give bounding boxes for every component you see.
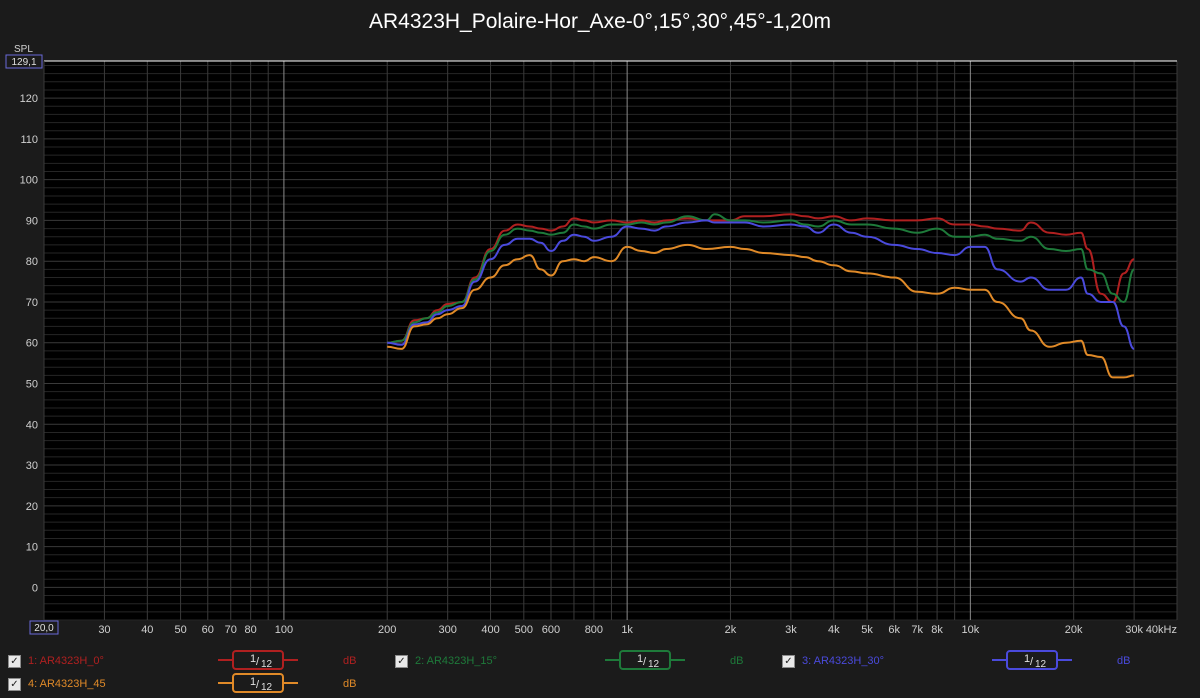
- x-tick-label: 6k: [888, 624, 900, 636]
- x-tick-label: 2k: [725, 624, 737, 636]
- legend-controls-row-1: 1 / 12 dB 1 / 12 dB 1 / 12 dB: [0, 649, 1200, 672]
- x-tick-label: 50: [174, 624, 186, 636]
- x-tick-label: 100: [275, 624, 293, 636]
- legend-checkbox-1[interactable]: ✓: [8, 655, 21, 668]
- legend-checkbox-3[interactable]: ✓: [782, 655, 795, 668]
- y-tick-label: 60: [26, 338, 38, 350]
- smoothing-selector-4[interactable]: 1 / 12: [218, 672, 298, 694]
- smoothing-selector-2[interactable]: 1 / 12: [605, 649, 685, 671]
- y-tick-label: 40: [26, 419, 38, 431]
- y-tick-label: 0: [32, 582, 38, 594]
- x-left-readout: 20,0: [34, 623, 54, 634]
- x-tick-label: 30k: [1125, 624, 1143, 636]
- svg-text:/: /: [643, 656, 647, 668]
- smoothing-num-1: 1: [250, 653, 256, 665]
- legend-label-3: 3: AR4323H_30°: [802, 655, 885, 667]
- legend-label-1: 1: AR4323H_0°: [28, 655, 104, 667]
- x-tick-label: 40kHz: [1146, 624, 1177, 636]
- x-tick-label: 30: [98, 624, 110, 636]
- smoothing-den-2: 12: [648, 659, 660, 670]
- x-tick-label: 600: [542, 624, 560, 636]
- x-tick-label: 40: [141, 624, 153, 636]
- y-tick-label: 50: [26, 379, 38, 391]
- legend-controls-row-2: 1 / 12 dB: [0, 672, 1200, 695]
- chart-title: AR4323H_Polaire-Hor_Axe-0°,15°,30°,45°-1…: [369, 10, 831, 33]
- series-line-4: [387, 243, 1135, 379]
- x-tick-label: 3k: [785, 624, 797, 636]
- plot-area: [44, 61, 1177, 620]
- y-top-readout: 129,1: [11, 57, 36, 68]
- y-top-readout-box: [5, 54, 43, 69]
- smoothing-den-4: 12: [261, 682, 273, 693]
- x-tick-label: 70: [225, 624, 237, 636]
- smoothing-den-1: 12: [261, 659, 273, 670]
- smoothing-selector-3[interactable]: 1 / 12: [992, 649, 1072, 671]
- x-tick-label: 7k: [911, 624, 923, 636]
- smoothing-den-3: 12: [1035, 659, 1047, 670]
- smoothing-num-4: 1: [250, 676, 256, 688]
- y-tick-label: 10: [26, 542, 38, 554]
- y-tick-label: 70: [26, 297, 38, 309]
- series-line-3: [387, 219, 1135, 350]
- legend-label-2: 2: AR4323H_15°: [415, 655, 498, 667]
- legend-unit-1: dB: [343, 655, 357, 667]
- x-tick-label: 20k: [1065, 624, 1083, 636]
- x-tick-label: 200: [378, 624, 396, 636]
- x-tick-label: 500: [515, 624, 533, 636]
- y-tick-label: 30: [26, 460, 38, 472]
- x-tick-label: 4k: [828, 624, 840, 636]
- x-tick-label: 5k: [861, 624, 873, 636]
- x-tick-label: 80: [245, 624, 257, 636]
- x-tick-label: 400: [481, 624, 499, 636]
- legend-row-2: ✓ 4: AR4323H_45: [0, 675, 1200, 695]
- legend-unit-2: dB: [730, 655, 744, 667]
- x-tick-label: 300: [438, 624, 456, 636]
- y-tick-label: 80: [26, 256, 38, 268]
- smoothing-num-2: 1: [637, 653, 643, 665]
- y-tick-label: 20: [26, 501, 38, 513]
- svg-text:/: /: [256, 679, 260, 691]
- y-tick-label: 110: [20, 134, 38, 146]
- svg-text:/: /: [256, 656, 260, 668]
- legend-unit-3: dB: [1117, 655, 1131, 667]
- y-tick-label: 90: [26, 215, 38, 227]
- smoothing-num-3: 1: [1024, 653, 1030, 665]
- y-tick-label: 120: [20, 93, 38, 105]
- legend-checkbox-4[interactable]: ✓: [8, 678, 21, 691]
- y-tick-label: 100: [20, 175, 38, 187]
- legend-checkbox-2[interactable]: ✓: [395, 655, 408, 668]
- legend-row-1: ✓ 1: AR4323H_0° ✓ 2: AR4323H_15° ✓ 3: AR…: [0, 652, 1200, 672]
- x-tick-label: 1k: [621, 624, 633, 636]
- series-line-2: [387, 213, 1136, 344]
- y-axis-label: SPL: [14, 44, 33, 55]
- x-tick-label: 800: [585, 624, 603, 636]
- x-tick-label: 10k: [961, 624, 979, 636]
- legend-unit-4: dB: [343, 678, 357, 690]
- x-left-readout-box: [29, 620, 59, 635]
- x-tick-label: 60: [202, 624, 214, 636]
- smoothing-selector-1[interactable]: 1 / 12: [218, 649, 298, 671]
- x-tick-label: 8k: [931, 624, 943, 636]
- svg-text:/: /: [1030, 656, 1034, 668]
- legend-label-4: 4: AR4323H_45: [28, 678, 106, 690]
